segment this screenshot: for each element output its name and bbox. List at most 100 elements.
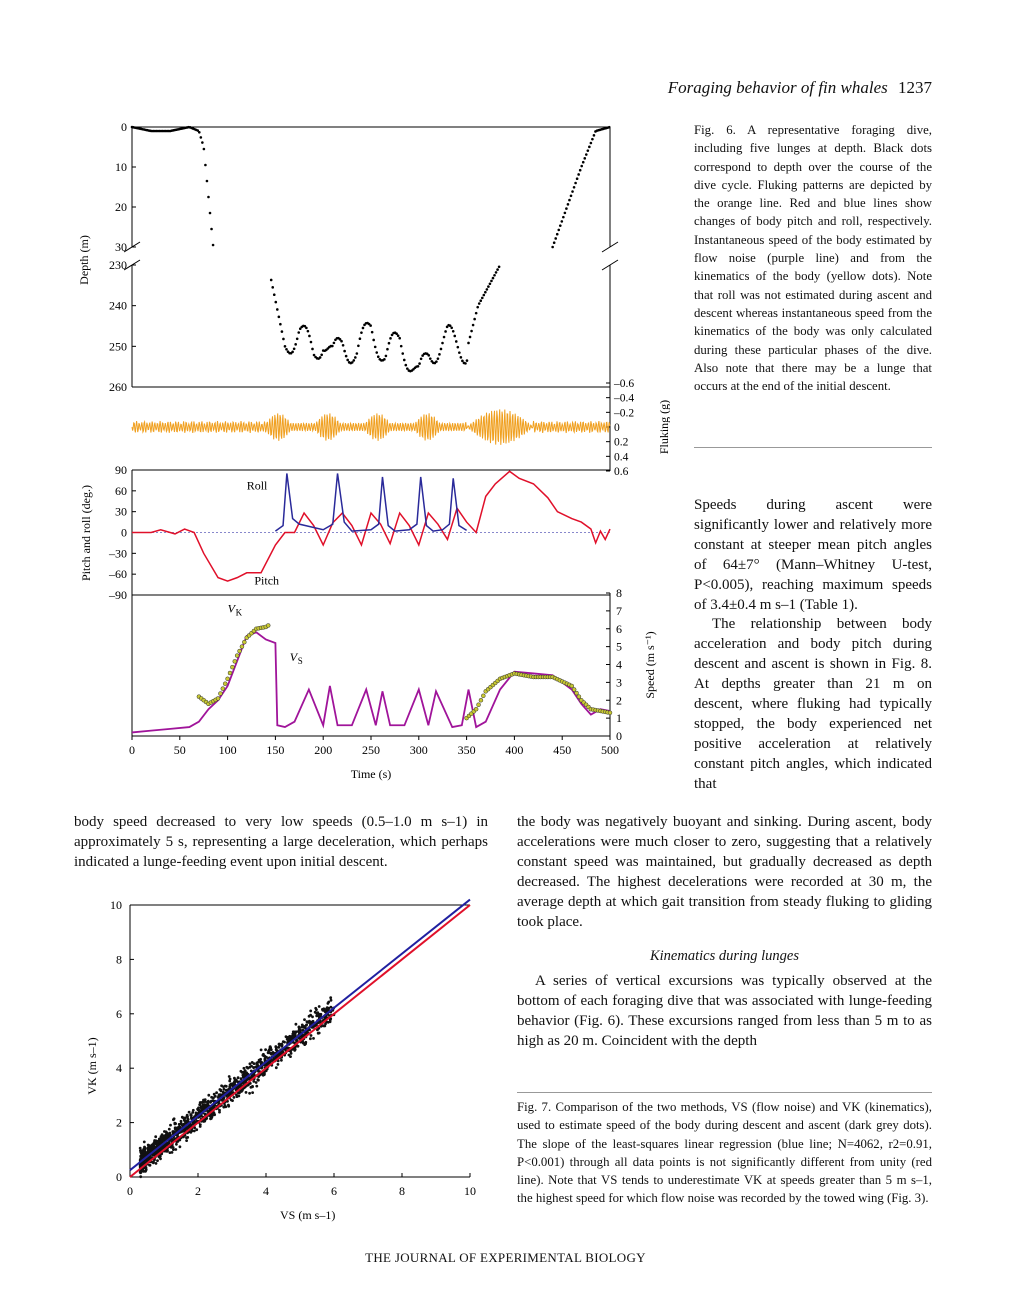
fluking-tick-label: –0.2	[613, 407, 634, 419]
depth-point	[476, 305, 479, 309]
depth-point	[350, 361, 354, 364]
scatter-point	[257, 1078, 260, 1082]
depth-point	[451, 329, 455, 333]
vk-point	[571, 687, 577, 692]
depth-point	[297, 331, 301, 334]
scatter-point	[194, 1112, 198, 1115]
scatter-point	[228, 1084, 232, 1087]
depth-point	[402, 358, 406, 362]
depth-point	[569, 194, 573, 198]
scatter-point	[308, 1028, 311, 1032]
speed-axis-label: Speed (m s⁻¹)	[643, 631, 657, 698]
scatter-point	[246, 1066, 250, 1070]
scatter-point	[222, 1085, 225, 1089]
scatter-point	[223, 1104, 227, 1107]
pitch-tick-label: 0	[121, 526, 127, 540]
depth-tick-label: 240	[109, 299, 127, 313]
running-header: Foraging behavior of fin whales 1237	[560, 78, 932, 98]
depth-point	[280, 330, 284, 333]
scatter-point	[182, 1135, 185, 1139]
depth-point	[341, 343, 345, 347]
vk-label-subscript: K	[236, 608, 243, 618]
scatter-point	[171, 1138, 175, 1142]
scatter-point	[255, 1084, 259, 1088]
depth-point	[269, 278, 273, 282]
scatter-point	[142, 1161, 146, 1165]
depth-point	[555, 232, 559, 236]
vk-point	[473, 706, 479, 712]
depth-tick-label: 260	[109, 380, 127, 394]
fig7-y-tick-label: 8	[116, 952, 122, 966]
depth-point	[439, 347, 443, 351]
scatter-point	[309, 1013, 312, 1017]
scatter-point	[286, 1040, 290, 1044]
time-tick-label: 150	[266, 743, 284, 757]
scatter-point	[241, 1081, 245, 1085]
depth-point	[369, 324, 372, 327]
vk-point	[218, 691, 223, 696]
scatter-point	[264, 1048, 267, 1052]
depth-point	[318, 356, 322, 359]
depth-point	[344, 354, 348, 358]
scatter-point	[198, 1123, 202, 1126]
scatter-point	[177, 1122, 181, 1126]
scatter-point	[309, 1034, 313, 1037]
depth-point	[352, 359, 356, 362]
fig7-y-tick-label: 4	[116, 1061, 122, 1075]
pitch-tick-label: 60	[115, 484, 127, 498]
depth-point	[406, 367, 409, 370]
scatter-point	[236, 1086, 239, 1090]
scatter-point	[305, 1023, 308, 1027]
scatter-point	[229, 1098, 233, 1102]
scatter-point	[184, 1119, 188, 1123]
scatter-point	[186, 1126, 190, 1130]
vk-point	[242, 639, 247, 645]
depth-point	[575, 177, 579, 181]
scatter-point	[259, 1061, 263, 1065]
scatter-point	[239, 1077, 243, 1081]
depth-point	[436, 357, 440, 360]
depth-point	[428, 357, 432, 360]
depth-tick-label: 0	[121, 120, 127, 134]
depth-point	[496, 268, 499, 271]
scatter-point	[215, 1091, 219, 1095]
depth-point	[571, 190, 574, 193]
scatter-point	[162, 1134, 166, 1138]
unity-line	[129, 904, 471, 1178]
scatter-point	[287, 1053, 291, 1057]
scatter-point	[303, 1018, 306, 1021]
scatter-point	[170, 1151, 174, 1154]
depth-point	[303, 324, 307, 328]
scatter-point	[255, 1062, 259, 1066]
pitch-tick-label: –90	[108, 588, 127, 602]
paragraph-buoyancy: the body was negatively buoyant and sink…	[517, 814, 932, 930]
scatter-point	[257, 1069, 260, 1073]
speed-tick-label: 1	[616, 711, 622, 725]
scatter-point	[329, 1005, 333, 1009]
scatter-point	[293, 1049, 297, 1052]
time-axis-label: Time (s)	[351, 767, 392, 781]
scatter-point	[242, 1066, 246, 1070]
depth-point	[583, 157, 587, 160]
scatter-point	[304, 1042, 307, 1046]
scatter-point	[185, 1139, 188, 1142]
depth-point	[282, 337, 285, 341]
scatter-point	[249, 1069, 253, 1073]
depth-point	[490, 279, 493, 283]
depth-point	[416, 364, 420, 368]
depth-point	[201, 141, 204, 144]
paragraph-lunges: A series of vertical excursions was typi…	[517, 973, 932, 1049]
scatter-point	[153, 1145, 156, 1149]
scatter-point	[189, 1113, 193, 1117]
depth-point	[306, 329, 310, 333]
depth-point	[276, 308, 279, 311]
depth-point	[274, 300, 278, 304]
depth-point	[292, 347, 296, 351]
scatter-point	[252, 1066, 256, 1069]
depth-point	[279, 322, 282, 326]
speed-tick-label: 7	[616, 604, 622, 618]
scatter-point	[199, 1114, 203, 1118]
scatter-point	[240, 1071, 244, 1074]
time-tick-label: 250	[362, 743, 380, 757]
